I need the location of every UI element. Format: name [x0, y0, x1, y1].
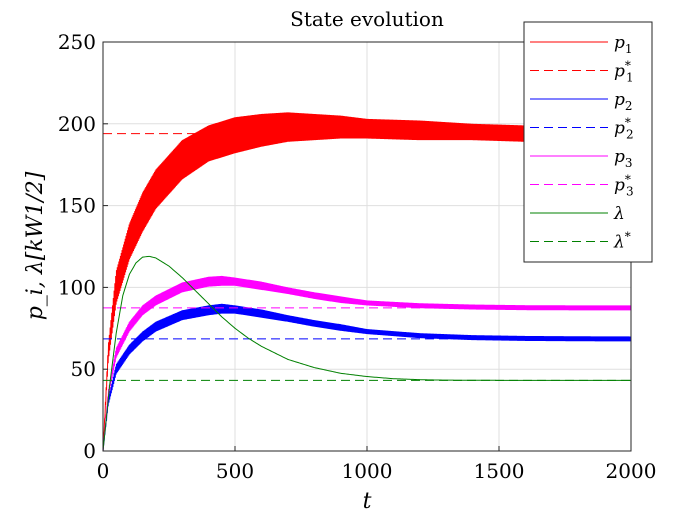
x-tick-label: 500 — [216, 459, 254, 483]
x-tick-label: 2000 — [606, 459, 657, 483]
x-tick-label: 0 — [97, 459, 110, 483]
legend-label-1: p1 — [614, 33, 633, 56]
legend-label-4: p* 2 — [614, 116, 634, 142]
legend-label-3: p2 — [614, 90, 633, 113]
legend: p1 p* 1 p2 p* 2 p3 p* 3 λ λ* — [523, 21, 653, 263]
chart-title: State evolution — [290, 7, 444, 31]
series-3-line — [103, 303, 631, 451]
legend-label-7: λ — [613, 204, 625, 224]
legend-box — [523, 21, 653, 263]
series-group — [103, 112, 631, 451]
legend-label-8: λ* — [613, 230, 631, 253]
legend-label-5: p3 — [614, 147, 633, 170]
y-axis-label-group: p_i, λ[kW1/2] — [23, 171, 48, 320]
y-tick-label: 200 — [58, 112, 96, 136]
y-tick-label: 150 — [58, 194, 96, 218]
legend-label-2: p* 1 — [614, 59, 634, 85]
x-axis-label: t — [363, 489, 372, 514]
x-tick-label: 1000 — [342, 459, 393, 483]
legend-label-6: p* 3 — [614, 173, 634, 199]
y-tick-label: 250 — [58, 30, 96, 54]
y-axis-label: p_i, λ[kW1/2] — [23, 171, 48, 320]
x-tick-label: 1500 — [474, 459, 525, 483]
tick-labels: 0 500 1000 1500 2000 0 50 100 150 200 250 — [58, 30, 657, 483]
y-tick-label: 50 — [71, 357, 96, 381]
series-5-line — [103, 275, 631, 451]
y-tick-label: 0 — [83, 439, 96, 463]
y-tick-label: 100 — [58, 275, 96, 299]
